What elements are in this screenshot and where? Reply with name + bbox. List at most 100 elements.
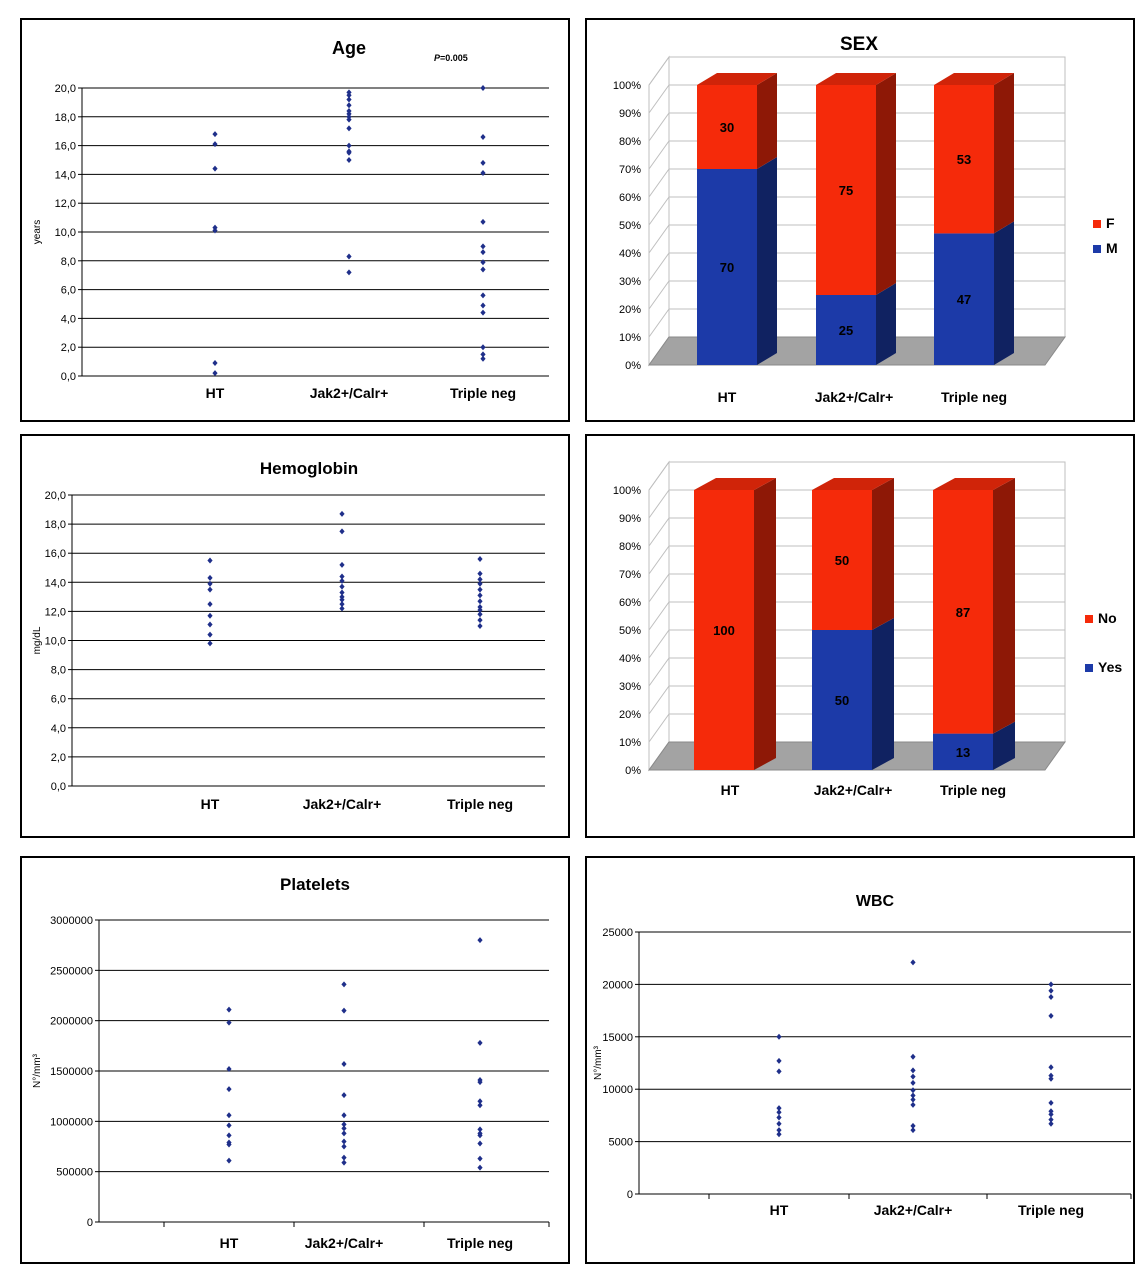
hemoglobin-chart: Hemoglobin mg/dL 0,0 2,0 4,0 6,0 8,0 10,0 12,0 14…	[32, 459, 545, 812]
age-point-jak2-calr	[346, 125, 352, 132]
wbc-point-triple-neg	[1048, 1064, 1054, 1071]
hemoglobin-point-jak2-calr	[339, 596, 345, 603]
hemoglobin-point-ht	[207, 640, 213, 647]
age-point-triple-neg	[480, 249, 486, 256]
splenomegaly-bar-side-no-jak2-calr	[872, 478, 894, 630]
sex-gridline	[648, 56, 1065, 86]
age-point-triple-neg	[480, 266, 486, 273]
wbc-point-triple-neg	[1048, 1111, 1054, 1118]
splenomegaly-bar-side-no-triple-neg	[993, 478, 1015, 734]
splenomegaly-chart: SplenomegalyP=0.0070%10%20%30%40%50%60%7…	[613, 460, 1122, 798]
age-y-tick-label: 10,0	[55, 227, 76, 239]
sex-y-tick-label: 0%	[625, 360, 641, 372]
age-y-tick-label: 16,0	[55, 141, 76, 153]
age-point-ht	[212, 227, 218, 234]
hemoglobin-point-jak2-calr	[339, 601, 345, 608]
platelets-y-tick-label: 1500000	[50, 1066, 93, 1078]
splenomegaly-legend-swatch-yes	[1085, 664, 1093, 672]
hemoglobin-point-ht	[207, 601, 213, 608]
splenomegaly-y-tick-label: 40%	[619, 653, 641, 665]
sex-bar-top-jak2-calr	[816, 73, 896, 85]
platelets-point-jak2-calr	[341, 1121, 347, 1128]
age-pvalue: P=0.005	[434, 53, 468, 63]
age-category-label-triple-neg: Triple neg	[450, 385, 516, 401]
hemoglobin-y-tick-label: 18,0	[45, 519, 66, 531]
sex-bar-f-ht	[697, 85, 757, 169]
sex-legend-swatch-m	[1093, 245, 1101, 253]
sex-y-tick-label: 70%	[619, 164, 641, 176]
age-point-jak2-calr	[346, 142, 352, 149]
platelets-point-jak2-calr	[341, 1092, 347, 1099]
wbc-point-triple-neg	[1048, 1075, 1054, 1082]
hemoglobin-chart-panel: Hemoglobin mg/dL 0,0 2,0 4,0 6,0 8,0 10,0 12,0 14…	[20, 434, 570, 838]
sex-bar-m-ht	[697, 169, 757, 365]
platelets-point-triple-neg	[477, 1079, 483, 1086]
age-y-tick-label: 4,0	[61, 313, 76, 325]
sex-gridline	[648, 140, 1065, 170]
wbc-point-ht	[776, 1120, 782, 1127]
hemoglobin-point-jak2-calr	[339, 605, 345, 612]
hemoglobin-point-triple-neg	[477, 622, 483, 629]
hemoglobin-y-tick-label: 16,0	[45, 548, 66, 560]
wbc-point-jak2-calr	[910, 1096, 916, 1103]
hemoglobin-point-ht	[207, 580, 213, 587]
sex-gridline	[648, 308, 1065, 338]
splenomegaly-y-tick-label: 70%	[619, 569, 641, 581]
sex-gridline	[648, 196, 1065, 226]
splenomegaly-legend-swatch-no	[1085, 615, 1093, 623]
hemoglobin-point-triple-neg	[477, 556, 483, 563]
hemoglobin-point-triple-neg	[477, 576, 483, 583]
platelets-y-tick-label: 0	[87, 1217, 93, 1229]
splenomegaly-legend-label-no: No	[1098, 610, 1117, 626]
sex-data-label-f-ht: 30	[720, 120, 734, 135]
hemoglobin-y-tick-label: 0,0	[51, 781, 66, 793]
hemoglobin-point-triple-neg	[477, 617, 483, 624]
platelets-point-triple-neg	[477, 1098, 483, 1105]
splenomegaly-data-label-no-ht: 100	[713, 623, 735, 638]
age-point-triple-neg	[480, 159, 486, 166]
sex-bar-f-triple-neg	[934, 85, 994, 234]
wbc-point-ht	[776, 1109, 782, 1116]
splenomegaly-data-label-yes-jak2-calr: 50	[835, 693, 849, 708]
sex-gridline	[648, 84, 1065, 114]
hemoglobin-point-triple-neg	[477, 611, 483, 618]
age-point-triple-neg	[480, 218, 486, 225]
wbc-point-ht	[776, 1114, 782, 1121]
hemoglobin-category-label-triple-neg: Triple neg	[447, 796, 513, 812]
hemoglobin-point-jak2-calr	[339, 561, 345, 568]
sex-y-tick-label: 60%	[619, 192, 641, 204]
platelets-point-triple-neg	[477, 1155, 483, 1162]
platelets-chart: Platelets N°/mm³ 0 500000 1000000 1500000 2000…	[32, 875, 550, 1251]
hemoglobin-y-axis-label: mg/dL	[32, 626, 43, 654]
hemoglobin-y-tick-label: 6,0	[51, 694, 66, 706]
hemoglobin-point-triple-neg	[477, 570, 483, 577]
platelets-point-ht	[226, 1006, 232, 1013]
platelets-point-jak2-calr	[341, 1125, 347, 1132]
age-chart-panel: Age P=0.005 years 0,0 2,0 4,0 6,0 8,0 10,0 12,0 14…	[20, 18, 570, 422]
sex-data-label-m-ht: 70	[720, 260, 734, 275]
age-y-tick-label: 8,0	[61, 256, 76, 268]
platelets-point-triple-neg	[477, 937, 483, 944]
age-y-tick-label: 20,0	[55, 83, 76, 95]
splenomegaly-data-label-yes-triple-neg: 13	[956, 745, 970, 760]
wbc-point-ht	[776, 1131, 782, 1138]
wbc-point-ht	[776, 1068, 782, 1075]
age-category-label-jak2-calr: Jak2+/Calr+	[310, 385, 389, 401]
platelets-point-jak2-calr	[341, 1138, 347, 1145]
age-y-axis-label: years	[32, 220, 43, 244]
wbc-point-jak2-calr	[910, 1122, 916, 1129]
splenomegaly-bar-no-triple-neg	[933, 490, 993, 734]
wbc-point-jak2-calr	[910, 1079, 916, 1086]
age-y-tick-label: 6,0	[61, 285, 76, 297]
splenomegaly-bar-top-ht	[694, 478, 776, 490]
age-y-tick-label: 18,0	[55, 112, 76, 124]
hemoglobin-y-tick-label: 2,0	[51, 752, 66, 764]
sex-bar-side-f-ht	[757, 73, 777, 169]
hemoglobin-point-triple-neg	[477, 598, 483, 605]
splenomegaly-bar-yes-triple-neg	[933, 733, 993, 770]
splenomegaly-bar-no-ht	[694, 490, 754, 770]
sex-bar-top-triple-neg	[934, 73, 1014, 85]
sex-y-tick-label: 10%	[619, 332, 641, 344]
platelets-point-jak2-calr	[341, 981, 347, 988]
wbc-y-tick-label: 20000	[602, 979, 633, 991]
